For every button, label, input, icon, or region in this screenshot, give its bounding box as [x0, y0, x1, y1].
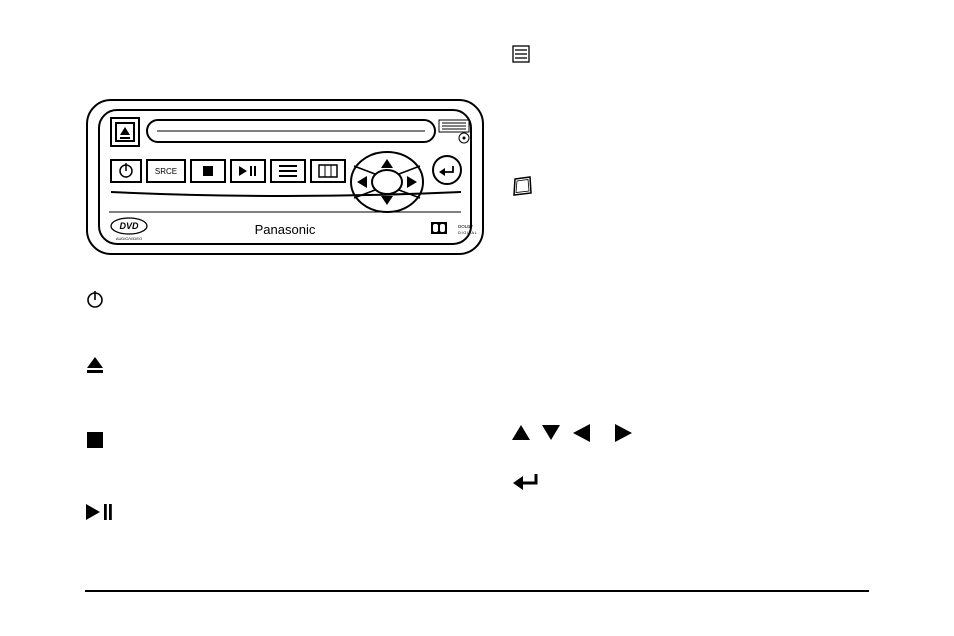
brand-label: Panasonic: [255, 222, 316, 237]
enter-icon: [512, 472, 540, 499]
svg-text:DOLBY: DOLBY: [458, 224, 473, 229]
svg-text:AUDIO/VIDEO: AUDIO/VIDEO: [116, 236, 142, 241]
screen-icon: [512, 175, 534, 202]
play-pause-icon: [85, 502, 113, 527]
eject-icon: [85, 355, 105, 380]
stop-icon: [85, 430, 105, 455]
svg-text:DVD: DVD: [119, 221, 139, 231]
power-icon: [85, 289, 105, 314]
menu-lines-icon: [512, 45, 530, 68]
svg-text:DIGITAL: DIGITAL: [458, 230, 478, 235]
cursor-arrows-icon: [510, 422, 640, 449]
bottom-divider: [85, 590, 869, 592]
page-root: SRCE: [0, 0, 954, 636]
srce-label: SRCE: [155, 167, 177, 176]
button-row: SRCE: [111, 160, 345, 182]
device-panel-figure: SRCE: [85, 92, 485, 262]
